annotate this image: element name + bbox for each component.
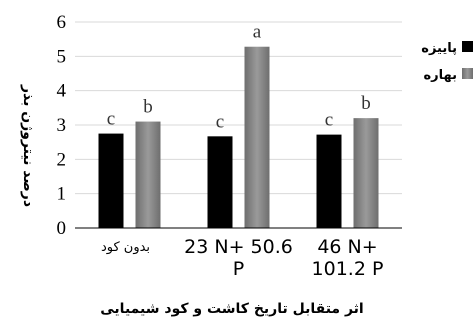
significance-letter: b [361,93,371,114]
bar [353,118,379,228]
x-category-label: 101.2 P [312,258,384,280]
x-category-label: 23 N+ 50.6 [184,236,293,258]
y-tick-label: 4 [57,81,67,102]
bars [98,46,379,228]
gridlines [75,21,402,195]
bar [207,136,233,228]
x-axis-title: اثر متقابل تاریخ کاشت و کود شیمیایی [100,301,363,317]
legend-swatch [462,41,473,52]
y-tick-labels: 0 1 2 3 4 5 6 [57,12,67,239]
y-tick-label: 0 [57,218,67,239]
bar [316,134,342,228]
x-category-label: 46 N+ [317,236,377,258]
x-category-labels: بدون کود 23 N+ 50.6P 46 N+101.2 P [101,236,383,280]
y-axis-title: درصد نیتروژن بذر [20,84,36,207]
x-category-label: بدون کود [101,240,150,255]
significance-letter: a [253,22,262,43]
y-tick-label: 6 [57,12,67,33]
legend-label: پاییزه [421,41,457,56]
x-category-label: P [233,258,244,280]
legend-label: بهاره [423,68,457,83]
legend-swatch [462,68,473,79]
legend: پاییزه بهاره [421,41,473,83]
y-tick-label: 3 [57,115,67,136]
y-tick-label: 5 [57,46,67,67]
significance-letter: b [143,97,153,118]
significance-letter: c [325,110,333,131]
significance-letters: c c c b a b [107,22,371,133]
y-tick-label: 1 [57,184,67,205]
bar [244,46,270,228]
y-tick-label: 2 [57,149,67,170]
bar [98,133,124,228]
significance-letter: c [107,109,115,130]
significance-letter: c [216,111,224,132]
bar [135,121,161,228]
